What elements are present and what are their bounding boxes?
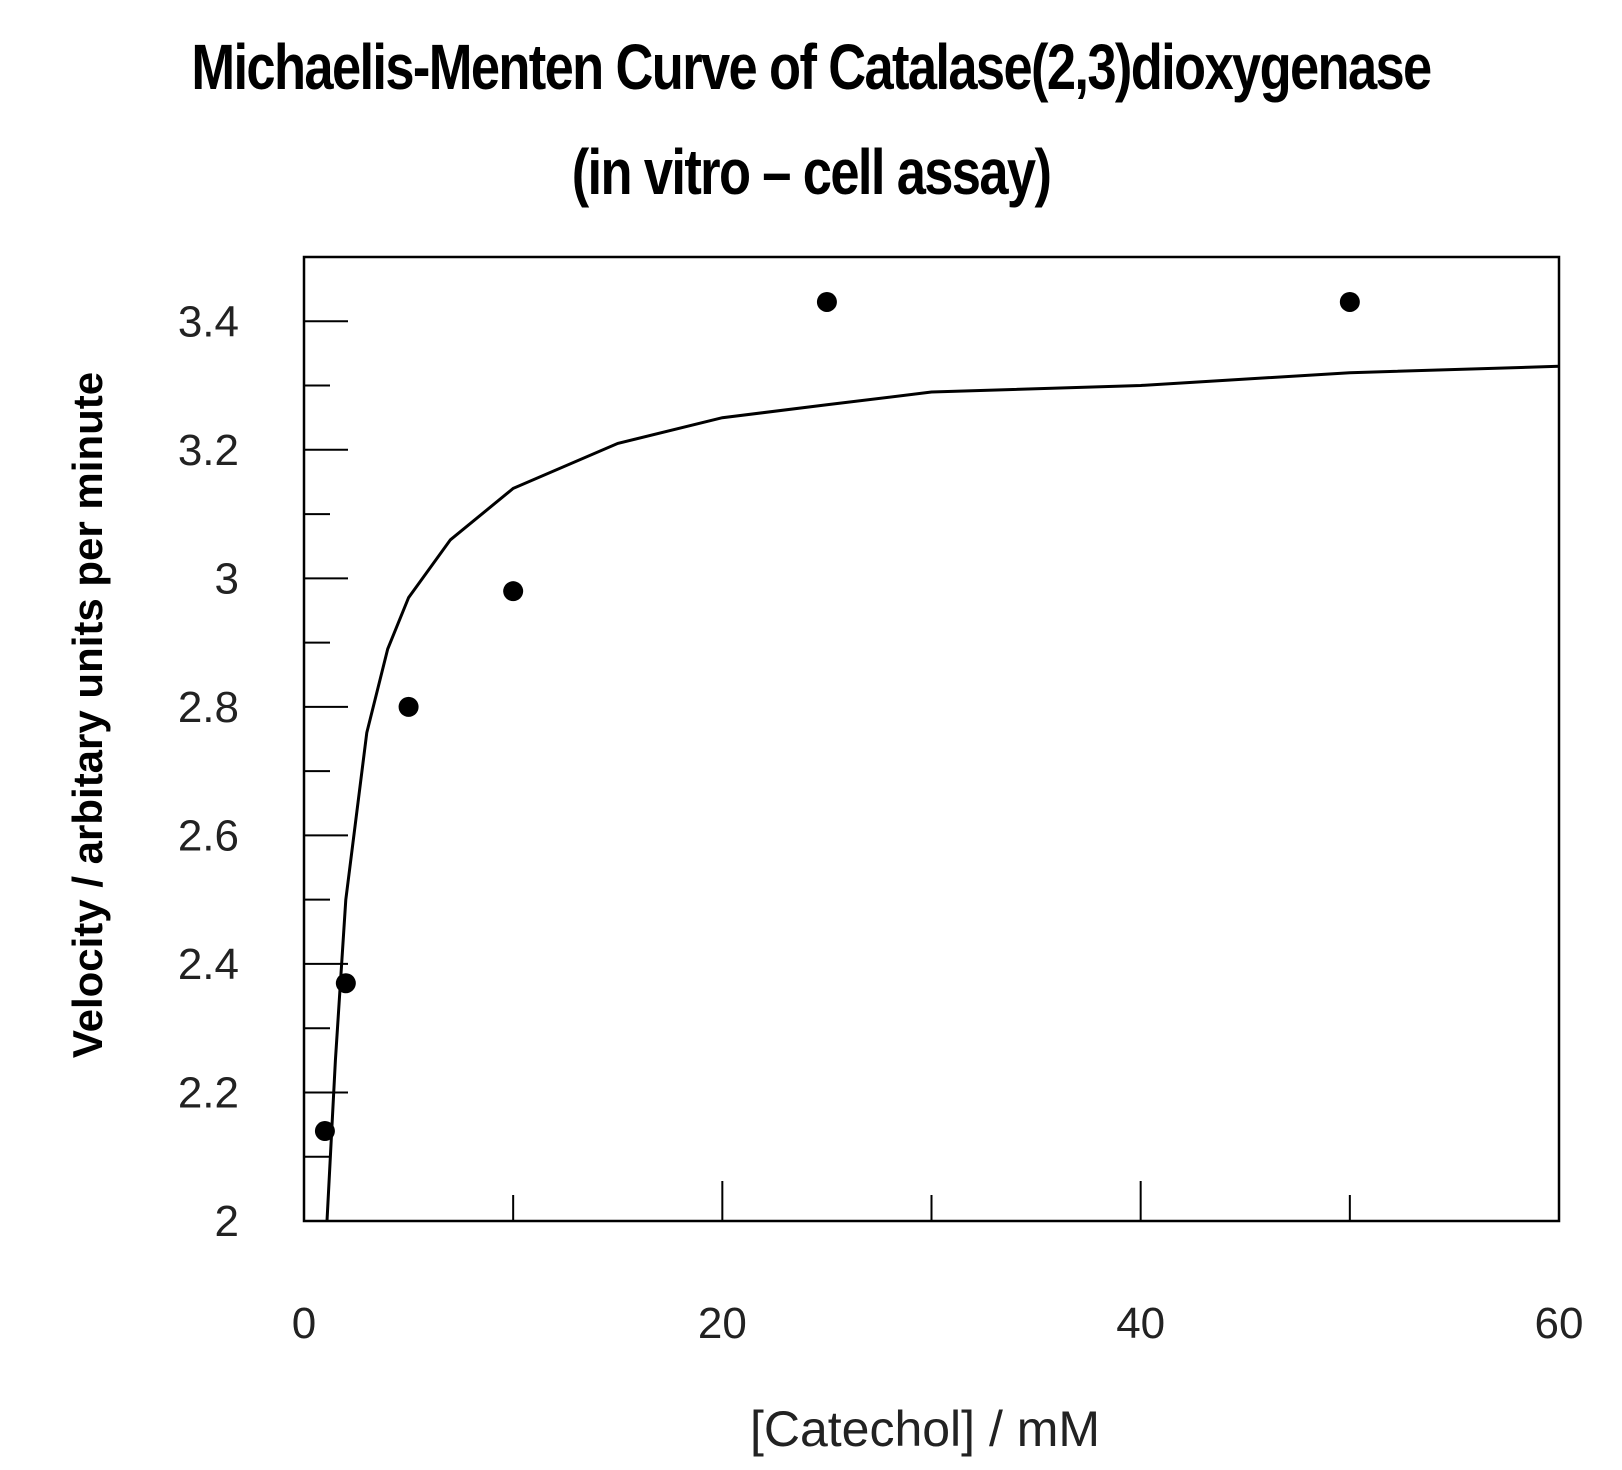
- data-point: [503, 581, 524, 602]
- data-points: [314, 291, 1360, 1142]
- y-tick-label: 2.8: [178, 683, 239, 732]
- x-axis-label: [Catechol] / mM: [750, 1401, 1100, 1457]
- y-tick-label: 3: [215, 554, 239, 603]
- x-tick-labels: 0 20 40 60: [292, 1299, 1584, 1348]
- data-point: [816, 291, 837, 312]
- data-point: [398, 696, 419, 717]
- x-tick-label: 40: [1116, 1299, 1165, 1348]
- y-tick-label: 2: [215, 1197, 239, 1246]
- data-point: [1339, 291, 1360, 312]
- fit-curve-line: [325, 364, 1560, 1222]
- y-tick-label: 2.6: [178, 811, 239, 860]
- data-point: [335, 973, 356, 994]
- x-tick-marks: [512, 1181, 1351, 1221]
- y-tick-label: 2.4: [178, 940, 239, 989]
- y-tick-label: 3.2: [178, 426, 239, 475]
- x-tick-label: 20: [698, 1299, 747, 1348]
- chart-title: Michaelis-Menten Curve of Catalase(2,3)d…: [191, 31, 1432, 103]
- y-tick-marks: [304, 256, 348, 1222]
- plot-frame: [302, 255, 1561, 1223]
- x-tick-label: 0: [292, 1299, 316, 1348]
- y-tick-labels: 2 2.2 2.4 2.6 2.8 3 3.2 3.4: [178, 297, 239, 1246]
- x-tick-label: 60: [1535, 1299, 1584, 1348]
- y-tick-label: 3.4: [178, 297, 239, 346]
- data-point: [314, 1121, 335, 1142]
- y-tick-label: 2.2: [178, 1068, 239, 1117]
- y-axis-label: Velocity / arbitary units per minute: [64, 372, 111, 1058]
- chart-subtitle: (in vitro – cell assay): [571, 136, 1052, 208]
